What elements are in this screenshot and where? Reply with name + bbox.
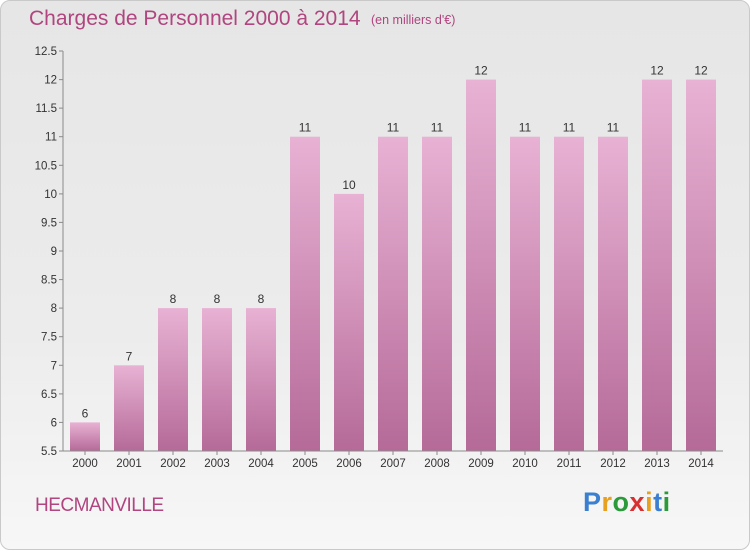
x-tick-label-2007: 2007 xyxy=(380,458,406,470)
data-label-2012: 11 xyxy=(607,121,620,135)
y-tick-label-10.5: 10.5 xyxy=(35,160,57,172)
brand-logo: Proxiti xyxy=(583,487,671,518)
y-tick-label-9: 9 xyxy=(51,246,57,258)
bar-2006 xyxy=(334,193,364,451)
data-label-2009: 12 xyxy=(474,64,488,78)
data-label-2002: 8 xyxy=(170,292,177,306)
y-tick-label-11.5: 11.5 xyxy=(35,103,57,115)
y-tick-label-12.5: 12.5 xyxy=(35,46,57,58)
bar-2001 xyxy=(114,365,144,451)
brand-letter: i xyxy=(662,487,671,517)
x-tick-label-2008: 2008 xyxy=(424,458,450,470)
x-tick-label-2000: 2000 xyxy=(72,458,98,470)
bars-layer: 6 7 8 8 8 11 10 11 11 12 11 11 11 12 12 xyxy=(70,64,716,451)
bar-2007 xyxy=(378,136,408,451)
data-label-2000: 6 xyxy=(82,406,89,420)
y-tick-label-7: 7 xyxy=(51,360,57,372)
x-tick-label-2010: 2010 xyxy=(512,458,538,470)
y-tick-label-12: 12 xyxy=(44,75,57,87)
data-label-2005: 11 xyxy=(299,121,312,135)
brand-letter: P xyxy=(583,487,602,517)
y-tick-label-5.5: 5.5 xyxy=(41,446,57,458)
data-label-2013: 12 xyxy=(650,64,664,78)
y-tick-label-6: 6 xyxy=(51,417,57,429)
bar-2012 xyxy=(598,136,628,451)
bar-2011 xyxy=(554,136,584,451)
x-tick-label-2013: 2013 xyxy=(644,458,670,470)
x-tick-label-2004: 2004 xyxy=(248,458,274,470)
data-label-2007: 11 xyxy=(387,121,400,135)
bar-2003 xyxy=(202,308,232,451)
data-label-2010: 11 xyxy=(519,121,532,135)
x-tick-label-2005: 2005 xyxy=(292,458,318,470)
bar-2013 xyxy=(642,79,672,451)
y-tick-label-11: 11 xyxy=(45,132,57,144)
data-label-2014: 12 xyxy=(694,64,708,78)
y-tick-label-8.5: 8.5 xyxy=(41,275,57,287)
brand-letter: t xyxy=(653,487,663,517)
bar-2000 xyxy=(70,422,100,451)
y-tick-label-9.5: 9.5 xyxy=(41,217,57,229)
data-label-2011: 11 xyxy=(563,121,576,135)
chart-subtitle: (en milliers d'€) xyxy=(371,13,456,27)
data-label-2003: 8 xyxy=(214,292,221,306)
bar-2010 xyxy=(510,136,540,451)
brand-letter: x xyxy=(629,487,646,517)
x-tick-label-2012: 2012 xyxy=(600,458,626,470)
y-tick-label-8: 8 xyxy=(51,303,57,315)
town-name: HECMANVILLE xyxy=(35,495,164,516)
y-tick-label-6.5: 6.5 xyxy=(41,389,57,401)
brand-letter: i xyxy=(645,487,654,517)
x-tick-label-2011: 2011 xyxy=(557,458,582,470)
x-tick-label-2009: 2009 xyxy=(468,458,494,470)
axes-layer: 2000 2001 2002 2003 2004 2005 2006 2007 2008 2009… xyxy=(35,46,723,470)
data-label-2006: 10 xyxy=(342,178,356,192)
bar-2004 xyxy=(246,308,276,451)
x-tick-label-2006: 2006 xyxy=(336,458,362,470)
bar-2005 xyxy=(290,136,320,451)
y-tick-label-7.5: 7.5 xyxy=(41,332,57,344)
x-tick-label-2014: 2014 xyxy=(688,458,714,470)
data-label-2001: 7 xyxy=(126,349,133,363)
brand-letter: o xyxy=(612,487,630,517)
data-label-2008: 11 xyxy=(431,121,444,135)
data-label-2004: 8 xyxy=(258,292,265,306)
x-tick-label-2001: 2001 xyxy=(116,458,142,470)
y-tick-label-10: 10 xyxy=(44,189,57,201)
bar-2014 xyxy=(686,79,716,451)
brand-letter: r xyxy=(601,487,613,517)
x-tick-label-2002: 2002 xyxy=(160,458,186,470)
bar-2002 xyxy=(158,308,188,451)
bar-2008 xyxy=(422,136,452,451)
bar-2009 xyxy=(466,79,496,451)
x-tick-label-2003: 2003 xyxy=(204,458,230,470)
chart-title: Charges de Personnel 2000 à 2014 xyxy=(29,7,361,30)
